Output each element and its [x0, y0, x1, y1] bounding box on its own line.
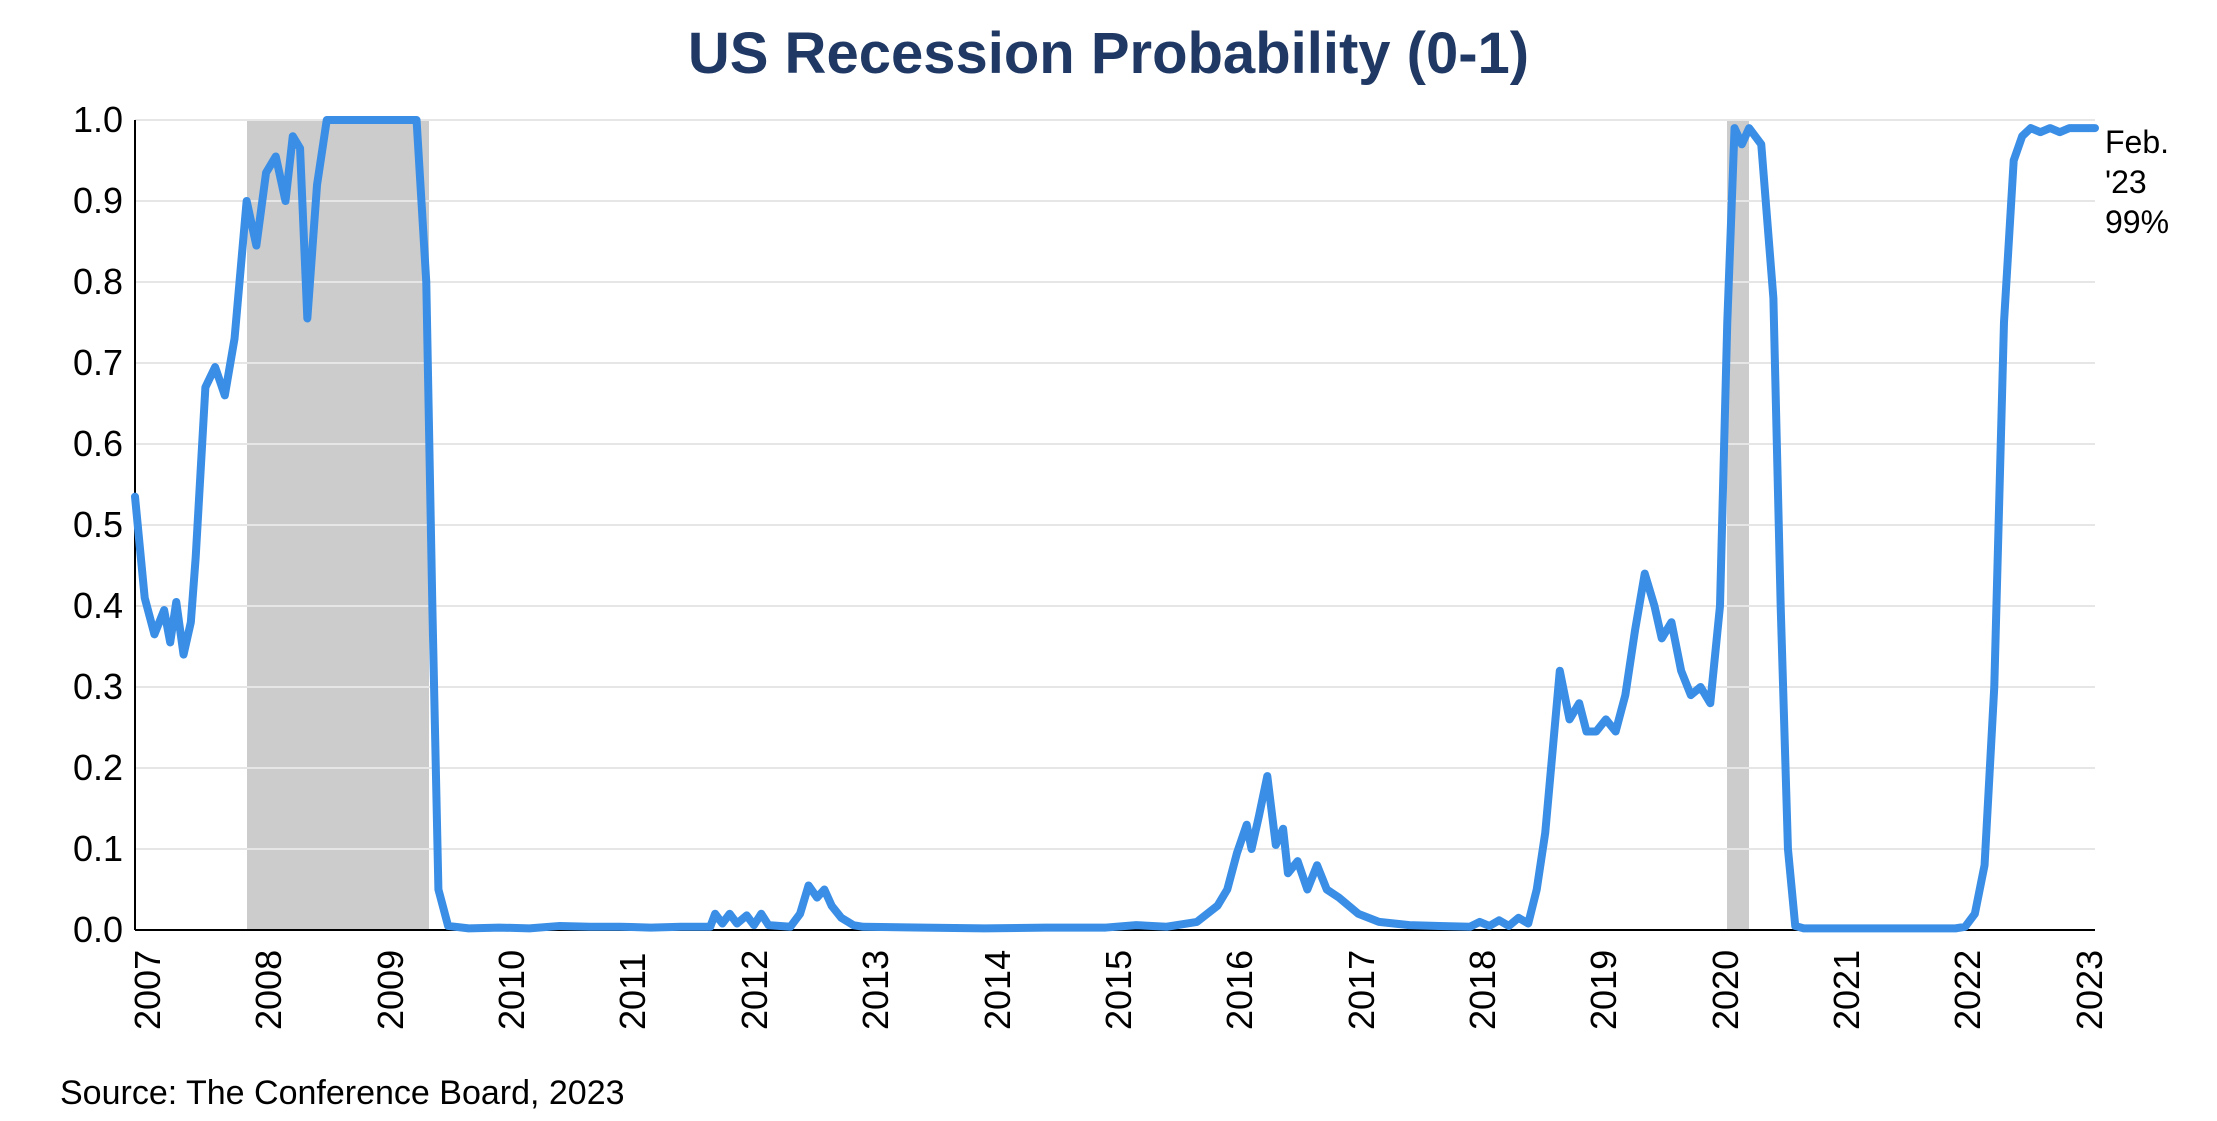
x-tick-label: 2014 — [977, 950, 1019, 1030]
x-tick-label: 2007 — [127, 950, 169, 1030]
recession-probability-chart: US Recession Probability (0-1) 0.00.10.2… — [0, 0, 2217, 1121]
end-point-label: Feb. '23 99% — [2105, 122, 2169, 242]
x-tick-label: 2023 — [2069, 950, 2111, 1030]
y-tick-label: 0.9 — [73, 180, 135, 222]
recession-probability-line — [135, 120, 2095, 928]
x-tick-label: 2017 — [1341, 950, 1383, 1030]
line-series-layer — [135, 120, 2095, 930]
source-label: Source: The Conference Board, 2023 — [60, 1074, 625, 1113]
x-tick-label: 2011 — [612, 953, 654, 1030]
x-tick-label: 2012 — [734, 950, 776, 1030]
x-tick-label: 2020 — [1705, 950, 1747, 1030]
x-tick-label: 2019 — [1583, 950, 1625, 1030]
x-tick-label: 2015 — [1098, 950, 1140, 1030]
x-tick-label: 2021 — [1826, 950, 1868, 1030]
chart-title: US Recession Probability (0-1) — [0, 20, 2217, 87]
x-tick-label: 2009 — [370, 950, 412, 1030]
x-tick-label: 2016 — [1219, 950, 1261, 1030]
y-tick-label: 1.0 — [73, 99, 135, 141]
x-tick-label: 2022 — [1947, 950, 1989, 1030]
y-tick-label: 0.1 — [73, 828, 135, 870]
x-tick-label: 2008 — [248, 950, 290, 1030]
y-tick-label: 0.6 — [73, 423, 135, 465]
y-tick-label: 0.3 — [73, 666, 135, 708]
y-tick-label: 0.7 — [73, 342, 135, 384]
y-tick-label: 0.5 — [73, 504, 135, 546]
x-tick-label: 2010 — [491, 950, 533, 1030]
y-tick-label: 0.8 — [73, 261, 135, 303]
y-tick-label: 0.0 — [73, 909, 135, 951]
x-tick-label: 2013 — [855, 950, 897, 1030]
plot-area: 0.00.10.20.30.40.50.60.70.80.91.02007200… — [135, 120, 2095, 930]
y-tick-label: 0.4 — [73, 585, 135, 627]
y-tick-label: 0.2 — [73, 747, 135, 789]
x-tick-label: 2018 — [1462, 950, 1504, 1030]
